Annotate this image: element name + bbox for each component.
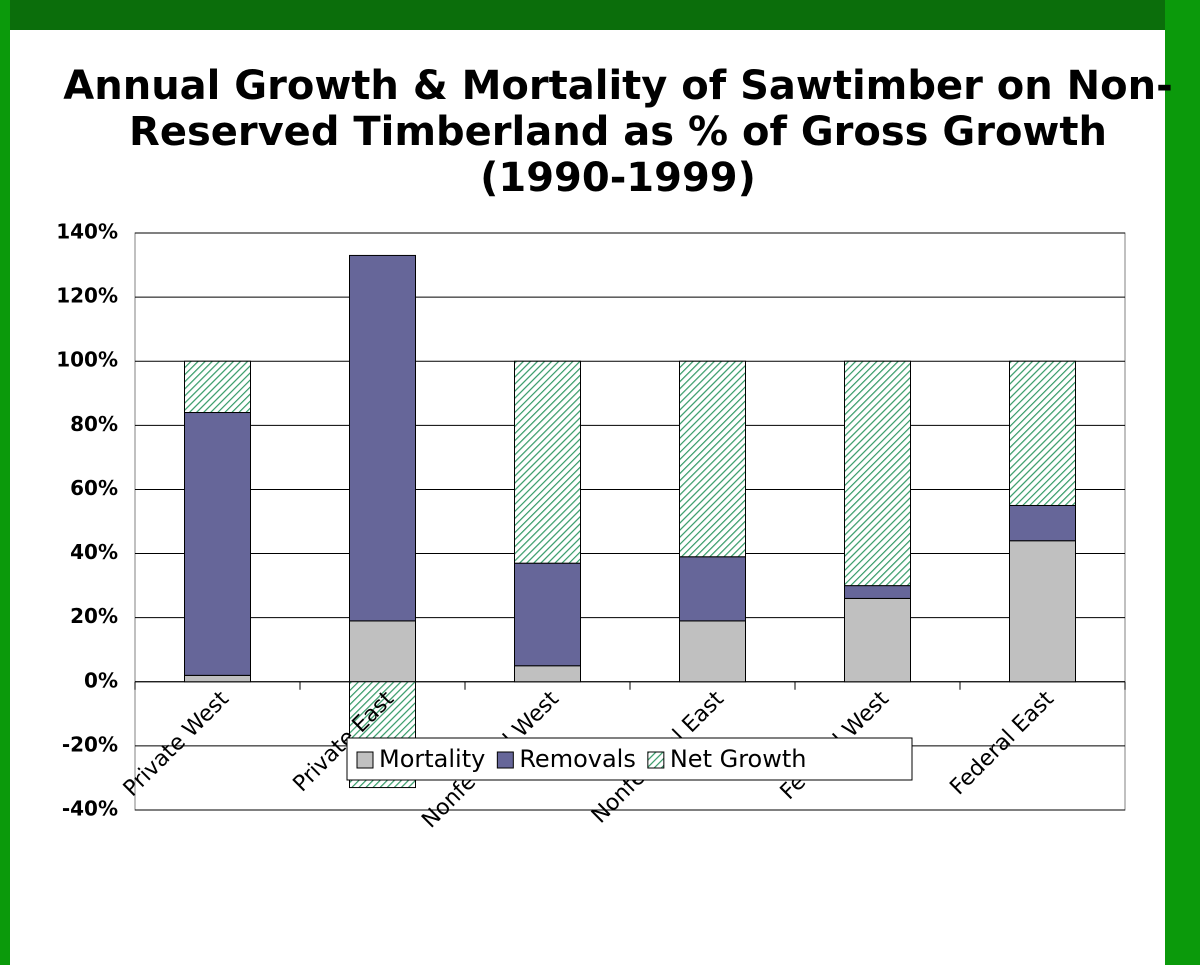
bar-segment: [184, 360, 251, 414]
legend-label: Net Growth: [670, 745, 807, 773]
legend-swatch: [356, 751, 374, 769]
bar-segment: [514, 665, 581, 683]
y-tick-label: 140%: [56, 220, 118, 244]
y-tick-label: 0%: [84, 668, 118, 692]
legend-box: [346, 737, 913, 781]
bar-segment: [679, 360, 746, 558]
bar-segment: [349, 620, 416, 683]
y-tick-label: 100%: [56, 348, 118, 372]
bar-segment: [844, 585, 911, 599]
bar-segment: [184, 674, 251, 683]
bar-segment: [844, 360, 911, 587]
bar-segment: [844, 597, 911, 683]
bar-segment: [184, 412, 251, 676]
chart-title: Annual Growth & Mortality of Sawtimber o…: [63, 63, 1172, 109]
bar-segment: [679, 620, 746, 683]
y-tick-label: 60%: [70, 476, 118, 500]
bar-segment: [1009, 504, 1076, 542]
chart-title: Reserved Timberland as % of Gross Growth: [129, 109, 1107, 155]
frame-top: [0, 0, 1200, 30]
y-tick-label: 20%: [70, 604, 118, 628]
bar-segment: [679, 556, 746, 622]
bar-segment: [349, 254, 416, 622]
bar-segment: [1009, 360, 1076, 506]
y-tick-label: -40%: [62, 797, 118, 821]
legend-swatch: [496, 751, 514, 769]
legend-label: Removals: [519, 745, 636, 773]
frame-right: [1165, 0, 1200, 965]
y-tick-label: 80%: [70, 412, 118, 436]
legend-swatch: [647, 751, 665, 769]
bar-segment: [1009, 540, 1076, 683]
y-tick-label: 120%: [56, 284, 118, 308]
bar-segment: [514, 360, 581, 564]
chart-title: (1990-1999): [480, 155, 756, 201]
bar-segment: [514, 562, 581, 667]
legend-label: Mortality: [379, 745, 485, 773]
y-tick-label: 40%: [70, 540, 118, 564]
legend: Mortality Removals Net Growth: [346, 737, 913, 781]
frame-left: [0, 0, 10, 965]
y-tick-label: -20%: [62, 732, 118, 756]
